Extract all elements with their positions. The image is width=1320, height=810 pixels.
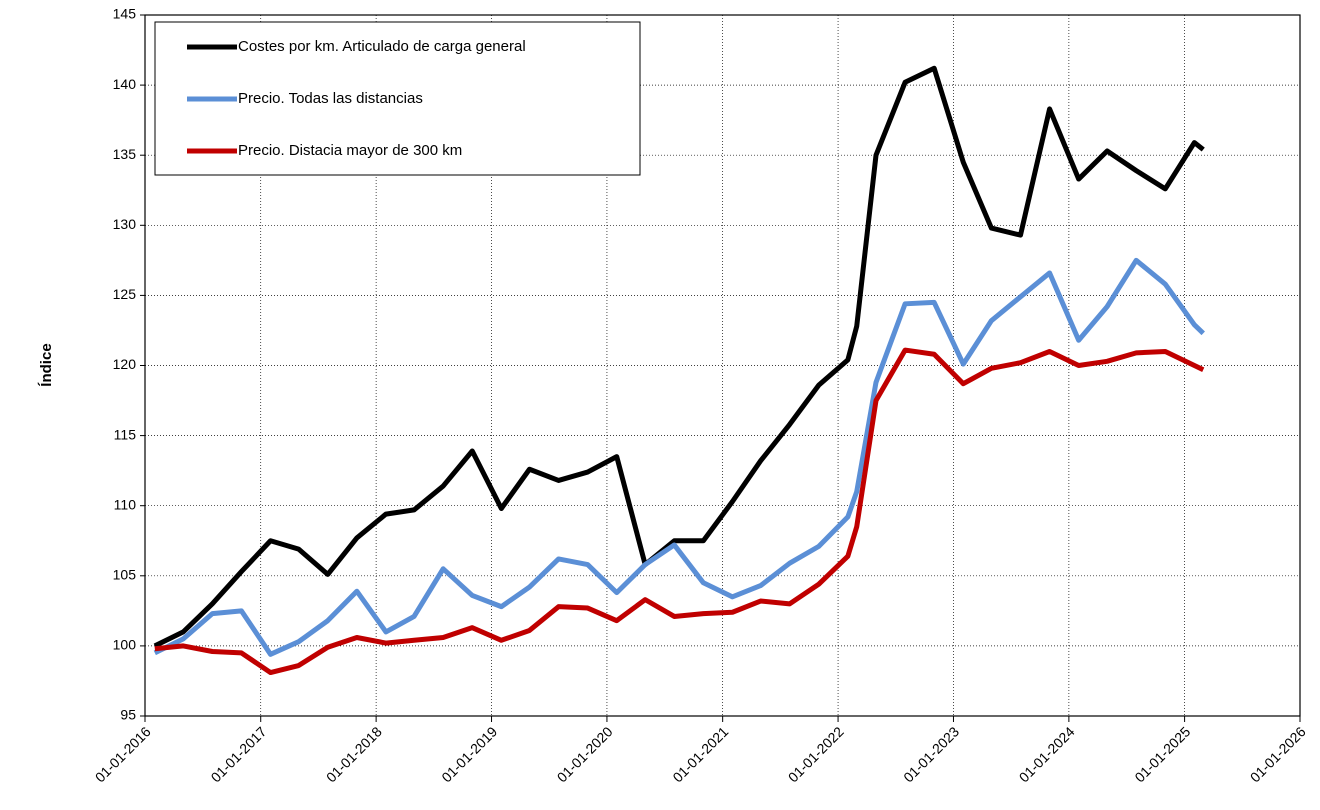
legend-label: Precio. Todas las distancias	[238, 90, 423, 107]
y-tick-label: 115	[114, 426, 137, 442]
x-tick-label: 01-01-2022	[785, 723, 847, 785]
y-tick-label: 125	[113, 286, 137, 302]
x-tick-label: 01-01-2016	[92, 723, 154, 785]
x-tick-label: 01-01-2024	[1016, 723, 1078, 785]
y-tick-label: 130	[113, 216, 137, 232]
y-tick-label: 105	[113, 567, 137, 583]
plot-border	[144, 14, 1301, 717]
x-tick-label: 01-01-2017	[208, 723, 270, 785]
y-tick-label: 100	[113, 637, 137, 653]
x-tick-label: 01-01-2025	[1131, 723, 1193, 785]
x-tick-label: 01-01-2023	[900, 723, 962, 785]
x-tick-label: 01-01-2018	[323, 723, 385, 785]
legend-label: Precio. Distacia mayor de 300 km	[238, 142, 462, 159]
series-line	[153, 65, 1205, 649]
y-tick-label: 145	[113, 6, 137, 22]
y-tick-label: 110	[114, 496, 137, 512]
y-tick-label: 140	[113, 76, 137, 92]
y-tick-label: 135	[113, 146, 137, 162]
x-tick-label: 01-01-2020	[554, 723, 616, 785]
series-line	[153, 257, 1205, 657]
series-line	[154, 347, 1205, 676]
y-tick-label: 120	[113, 356, 137, 372]
legend-label: Costes por km. Articulado de carga gener…	[238, 38, 526, 55]
y-tick-label: 95	[120, 707, 136, 723]
x-tick-label: 01-01-2021	[669, 723, 731, 785]
x-tick-label: 01-01-2019	[438, 723, 500, 785]
y-axis-label: Índice	[38, 343, 55, 386]
x-tick-label: 01-01-2026	[1247, 723, 1309, 785]
